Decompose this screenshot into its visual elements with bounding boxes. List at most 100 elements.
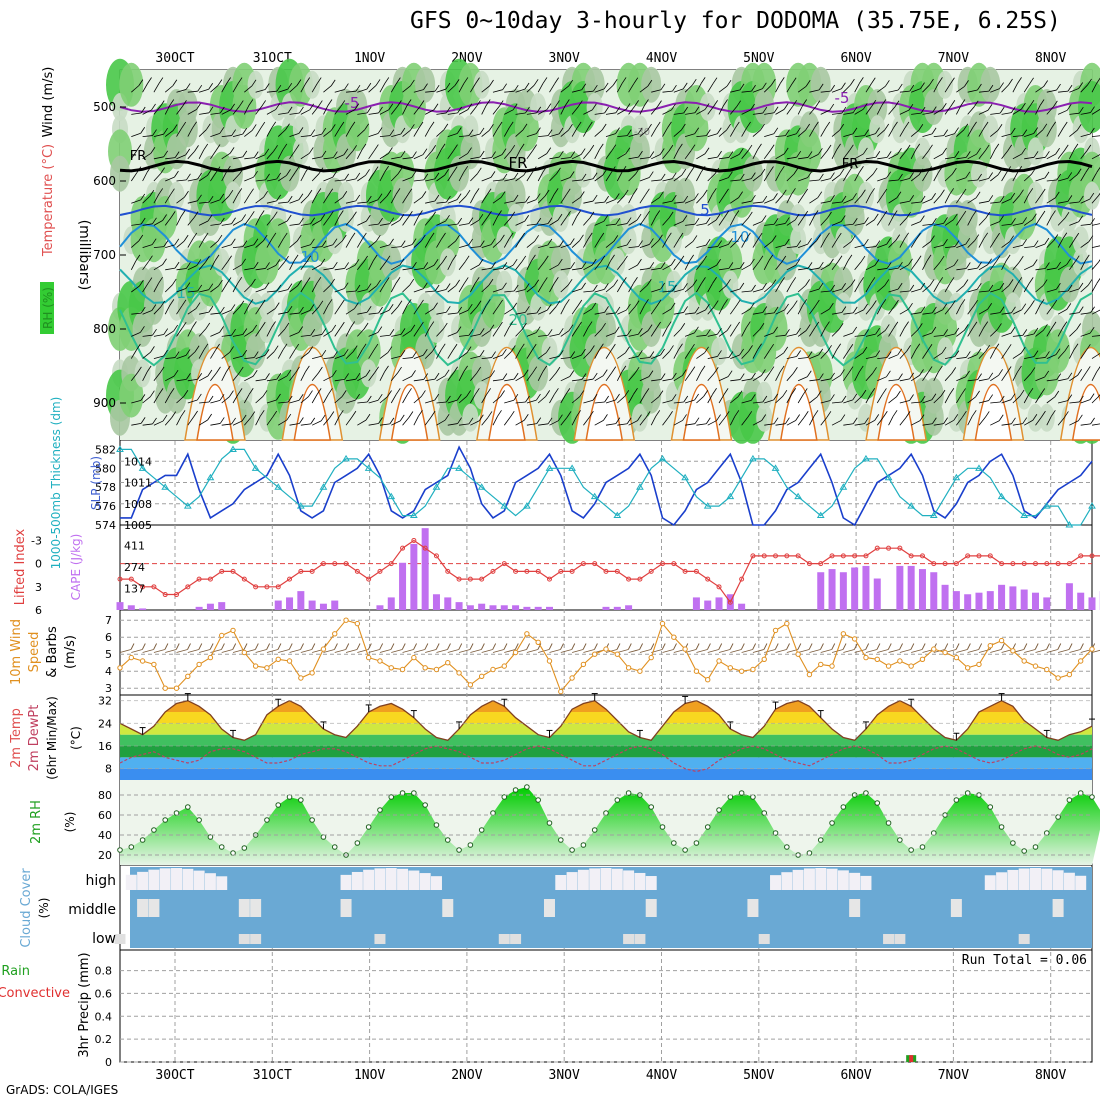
rh2m-marker (546, 820, 553, 826)
wind-barb-feather (581, 282, 586, 290)
wind-barb (899, 417, 907, 426)
wind-barb (312, 133, 322, 137)
wind-barb (153, 264, 163, 271)
wind-barb-feather (852, 306, 858, 314)
cape-bar (1009, 586, 1017, 610)
wind-barb-feather (975, 191, 981, 199)
wind-barb (1001, 332, 1012, 337)
wind-barb (684, 332, 695, 337)
wind-barb (176, 196, 185, 204)
wind-barb-feather (645, 210, 650, 218)
wind-barb (492, 354, 503, 359)
wind10-barb-feather (955, 643, 960, 650)
wind-barb-feather (452, 343, 458, 351)
wind-barb (402, 305, 408, 315)
wind-barb (266, 416, 274, 426)
wind-barb-feather (149, 190, 155, 197)
wind-barb (334, 196, 344, 204)
wind-barb-feather (826, 411, 832, 418)
wind10-speed-marker (795, 651, 801, 657)
wind-barb-feather (215, 144, 221, 151)
wind-barb-feather (758, 255, 764, 263)
wind-barb (843, 285, 852, 293)
wind-barb-feather (237, 77, 243, 84)
wind-barb-feather (818, 148, 823, 155)
cape-bar (331, 600, 339, 610)
wind-barb (764, 332, 774, 337)
wind-barb-feather (829, 258, 834, 266)
cloud-low-cell (1018, 934, 1030, 944)
wind-barb-feather (476, 366, 482, 374)
wind-barb (933, 371, 939, 381)
wind-barb (662, 238, 668, 248)
wind-barb (436, 349, 442, 359)
rh-blotch (223, 155, 244, 192)
wind-barb-feather (1056, 173, 1062, 181)
wind10-barb (402, 649, 414, 653)
wind-barb-feather (841, 195, 847, 203)
wind-barb (933, 334, 944, 337)
wind-barb (763, 172, 770, 182)
wind-barb-feather (183, 390, 189, 397)
wind-barb (221, 283, 228, 293)
wind-barb-feather (343, 349, 349, 356)
contour-label: FR (130, 149, 147, 164)
top-date-label: 30OCT (155, 51, 194, 66)
wind-barb (820, 290, 831, 293)
ua-ytick: 700 (93, 248, 116, 262)
wind-barb (718, 394, 725, 404)
wind-barb (526, 372, 534, 382)
wind-barb-feather (468, 217, 474, 224)
wind-barb-feather (1067, 284, 1073, 292)
wind-barb-feather (644, 388, 650, 395)
wind-barb (345, 351, 354, 359)
wind-barb-feather (1021, 147, 1027, 155)
wind-barb (447, 349, 454, 359)
wind-barb-feather (478, 258, 484, 266)
wind-barb (730, 396, 739, 404)
wind-barb (515, 419, 525, 426)
wind-barb (300, 244, 311, 248)
wind-barb-feather (1028, 387, 1034, 395)
wind-barb (255, 354, 266, 359)
wind-barb (944, 333, 955, 337)
wind-barb (549, 246, 560, 248)
wind-barb (458, 109, 469, 115)
wind-barb (933, 244, 944, 248)
wind-barb-feather (275, 259, 281, 266)
wind-barb-feather (468, 417, 474, 425)
wind-barb (334, 89, 345, 93)
wind-barb (402, 217, 409, 226)
wind-barb-feather (864, 217, 869, 224)
rh2m-marker (625, 790, 632, 796)
wind-barb (424, 264, 435, 271)
wind-barb-feather (286, 369, 292, 377)
wind-barb (526, 399, 537, 404)
lifted-index-marker (569, 568, 575, 574)
wind-barb (187, 109, 197, 115)
wind10-speed-marker (705, 677, 711, 683)
ylabel-precip: 3hr Precip (mm) (77, 952, 92, 1057)
wind-barb-feather (1010, 393, 1016, 400)
wind-barb (616, 371, 623, 381)
wind-barb (594, 112, 605, 115)
thickness-marker (274, 483, 283, 490)
wind10-speed-marker (1021, 658, 1027, 664)
wind-barb (232, 283, 239, 293)
wind-barb (1023, 219, 1033, 226)
wind10-barb-feather (367, 643, 372, 650)
wind-barb (865, 356, 876, 359)
wind10-barb (809, 649, 821, 653)
wind-barb-feather (500, 390, 505, 397)
wind-barb-feather (534, 235, 539, 242)
boundary-layer-core (1071, 384, 1100, 441)
wind-barb (277, 328, 286, 337)
wind-barb-feather (576, 210, 582, 217)
wind-barb-feather (633, 77, 639, 84)
wind-barb (481, 305, 487, 315)
wind-barb (922, 133, 933, 137)
wind-barb (424, 217, 432, 226)
wind-barb (639, 85, 649, 93)
wind-barb (741, 178, 752, 182)
wind-barb-feather (984, 411, 990, 418)
